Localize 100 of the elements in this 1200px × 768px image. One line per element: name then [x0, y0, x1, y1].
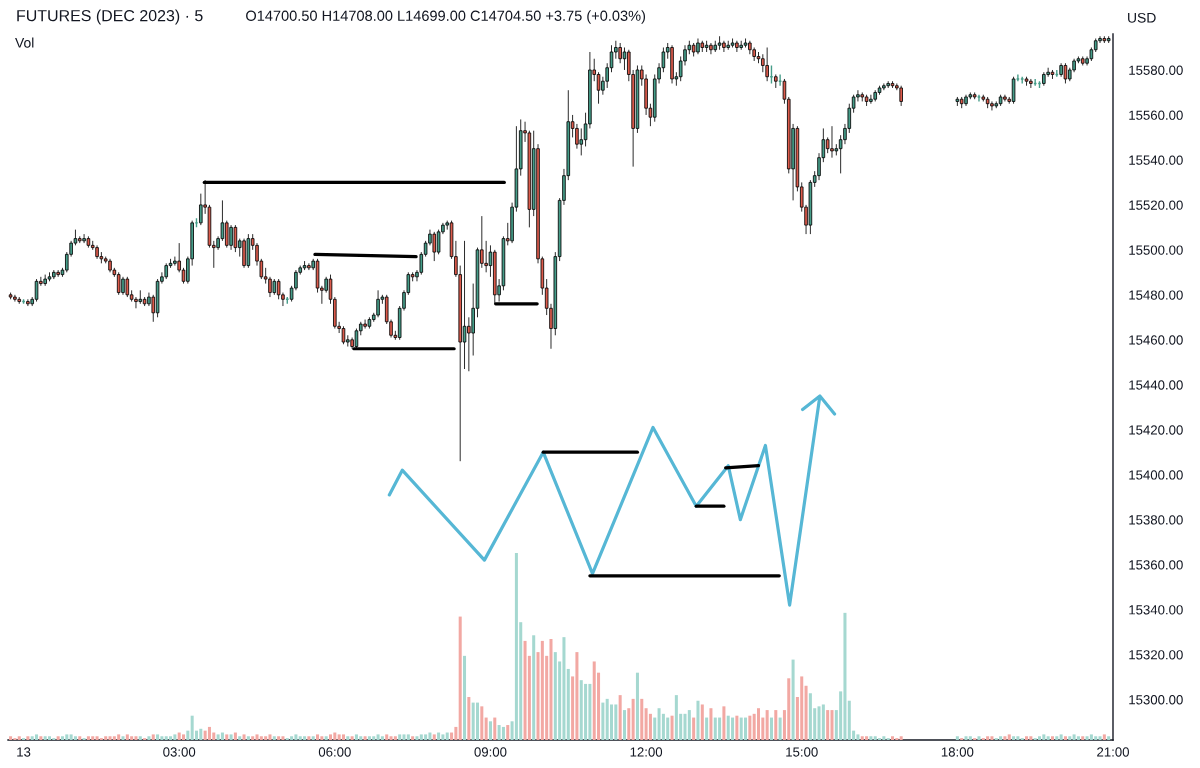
x-tick-label: 12:00 [630, 747, 663, 757]
bar [242, 734, 246, 740]
bar [160, 736, 164, 740]
bar [614, 704, 618, 740]
bar [700, 704, 704, 740]
bar [117, 734, 121, 740]
candlestick [367, 316, 372, 329]
bar [393, 736, 397, 740]
bar [121, 736, 125, 740]
bar [138, 736, 142, 740]
bar [622, 710, 626, 740]
bar [199, 728, 203, 740]
x-tick-label: 13 [17, 747, 31, 757]
bar [39, 736, 43, 740]
bar [873, 736, 877, 740]
bar [43, 736, 47, 740]
bar [290, 736, 294, 740]
candlestick [229, 224, 233, 251]
bar [692, 717, 696, 740]
bar [190, 715, 194, 740]
bar [164, 736, 168, 740]
bar [562, 637, 566, 740]
bar [718, 717, 722, 740]
bar [579, 680, 583, 740]
candlestick [302, 260, 307, 271]
text: O14700.50 H14708.00 L14699.00 C14704.50 +3.75 (+0.03%) [246, 10, 646, 24]
bar [246, 736, 250, 740]
bar [653, 717, 657, 740]
bar [744, 717, 748, 740]
annotation: Vol [15, 37, 34, 48]
bar [350, 736, 354, 740]
bar [104, 736, 108, 740]
bar [553, 652, 557, 740]
bar [402, 734, 406, 740]
bar [333, 732, 337, 740]
candlestick [233, 224, 238, 253]
candlestick [735, 40, 739, 53]
candlestick [307, 262, 311, 271]
bar [428, 732, 432, 740]
y-tick-label: 15540.00 [1129, 155, 1183, 165]
candlestick [17, 296, 21, 305]
bar [169, 736, 173, 740]
y-tick-label: 15480.00 [1129, 290, 1183, 300]
bar [575, 652, 579, 740]
bar [437, 732, 441, 740]
candlestick [704, 40, 709, 53]
bar [328, 734, 333, 740]
bar [255, 734, 259, 740]
bar [359, 736, 363, 740]
bar [765, 710, 769, 740]
bar [467, 696, 471, 740]
bar [787, 678, 791, 740]
candlestick [899, 85, 903, 107]
y-tick-label: 15520.00 [1129, 200, 1183, 210]
bar [415, 736, 419, 740]
y-tick-label: 15420.00 [1129, 425, 1183, 435]
bar [147, 736, 151, 740]
bar [233, 732, 237, 740]
bar [592, 661, 596, 740]
candlestick [869, 94, 873, 105]
candlestick [52, 269, 56, 280]
bar [722, 706, 726, 740]
bar [86, 736, 90, 740]
bar [804, 685, 808, 740]
y-tick-label: 15380.00 [1129, 515, 1183, 525]
bar [488, 721, 492, 740]
bar [424, 734, 428, 740]
candlestick [778, 73, 783, 87]
y-tick-label: 15460.00 [1129, 335, 1183, 345]
bar [398, 734, 402, 740]
bar [860, 736, 864, 740]
bar [363, 736, 367, 740]
candlestick [769, 64, 774, 85]
bar [514, 553, 518, 740]
bar [739, 717, 743, 740]
bar [847, 700, 851, 740]
bar [683, 713, 687, 740]
bar [380, 736, 384, 740]
y-tick-label: 15580.00 [1129, 65, 1183, 75]
text: USD [1128, 12, 1156, 23]
bar [9, 736, 13, 740]
bar [134, 736, 138, 740]
bar [817, 706, 821, 740]
bar [298, 736, 302, 740]
bar [666, 717, 670, 740]
bar [674, 695, 678, 740]
candlestick [341, 325, 346, 345]
candlestick [890, 80, 895, 89]
bar [506, 725, 510, 740]
bar [463, 655, 467, 740]
bar [735, 715, 739, 740]
bar [203, 730, 207, 740]
bar [56, 736, 60, 740]
chart-title: FUTURES (DEC 2023) · 5 [17, 9, 203, 25]
candlestick [116, 271, 121, 296]
bar [644, 708, 648, 740]
candlestick [670, 44, 674, 84]
bar [108, 736, 112, 740]
bar [411, 736, 415, 740]
bar [830, 710, 834, 740]
